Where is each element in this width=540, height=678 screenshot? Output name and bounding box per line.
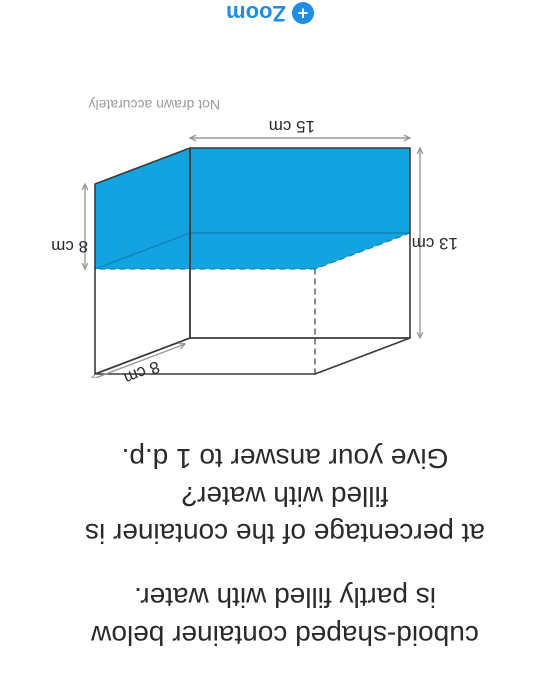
- question-para-1: cuboid-shaped container below is partly …: [40, 578, 530, 654]
- cuboid-diagram: 13 cm 8 cm 15 cm 8 cm Not drawn accurate…: [70, 98, 450, 378]
- zoom-label: Zoom: [226, 1, 286, 26]
- zoom-button[interactable]: + Zoom: [0, 0, 540, 27]
- label-width: 15 cm: [269, 116, 315, 136]
- plus-icon: +: [292, 2, 314, 24]
- question-para-2: at percentage of the container is filled…: [40, 439, 530, 552]
- question-text: cuboid-shaped container below is partly …: [40, 413, 540, 654]
- label-height-full: 13 cm: [412, 233, 458, 253]
- q-line: at percentage of the container is: [85, 518, 485, 549]
- label-water-height: 8 cm: [51, 236, 88, 256]
- q-line: cuboid-shaped container below: [91, 620, 479, 651]
- rotated-wrapper: cuboid-shaped container below is partly …: [0, 0, 540, 678]
- q-line: Give your answer to 1 d.p.: [122, 443, 449, 474]
- cuboid-svg: [70, 98, 450, 378]
- q-line: filled with water?: [182, 481, 389, 512]
- not-accurate-note: Not drawn accurately: [88, 97, 220, 113]
- q-line: is partly filled with water.: [134, 582, 436, 613]
